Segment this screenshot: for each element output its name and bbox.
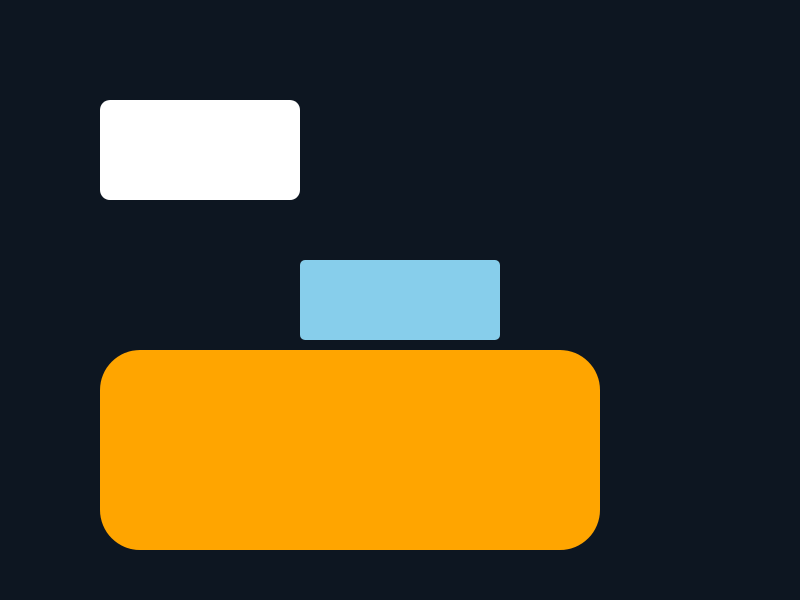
light-blue-rectangle	[300, 260, 500, 340]
orange-rectangle	[100, 350, 600, 550]
white-rectangle	[100, 100, 300, 200]
